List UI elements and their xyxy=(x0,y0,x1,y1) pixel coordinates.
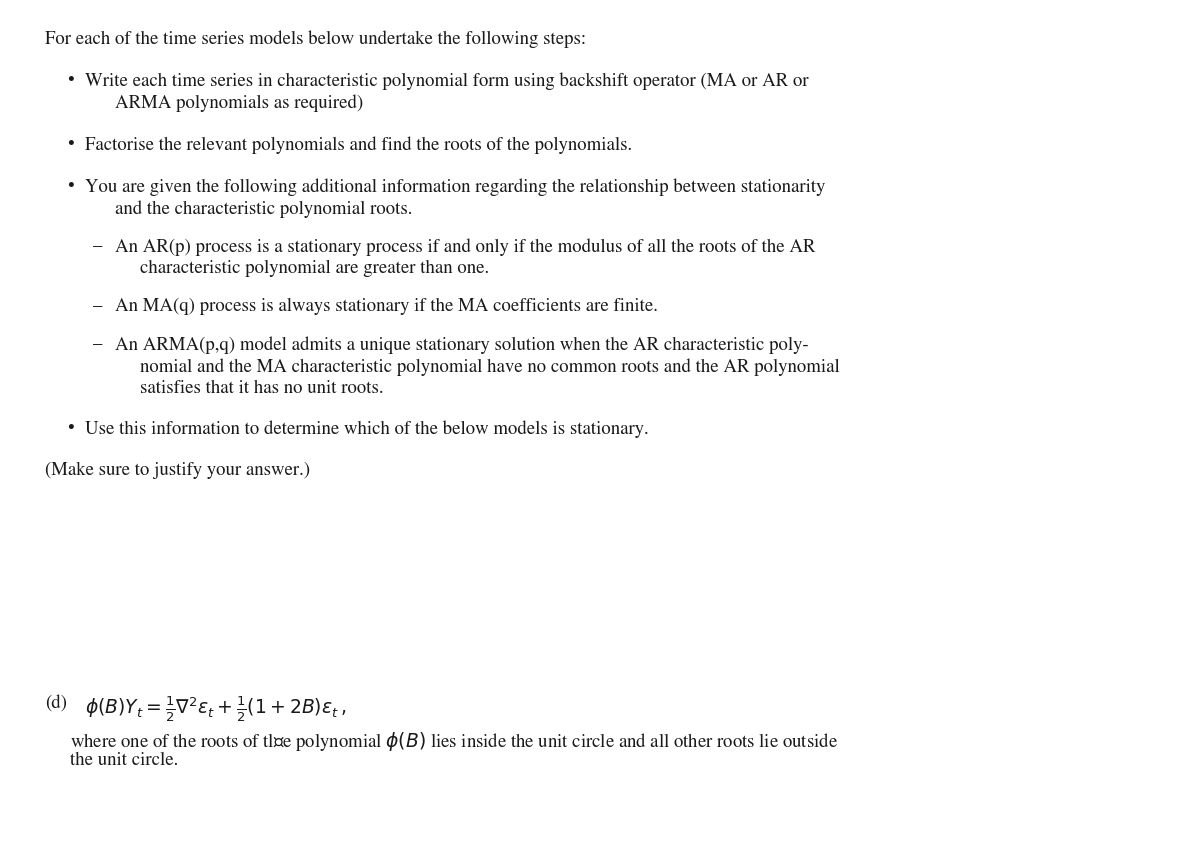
Text: characteristic polynomial are greater than one.: characteristic polynomial are greater th… xyxy=(140,260,490,277)
Text: An AR(p) process is a stationary process if and only if the modulus of all the r: An AR(p) process is a stationary process… xyxy=(115,238,816,255)
Text: An ARMA(p,q) model admits a unique stationary solution when the AR characteristi: An ARMA(p,q) model admits a unique stati… xyxy=(115,336,809,354)
Text: the unit circle.: the unit circle. xyxy=(70,752,179,769)
Text: –: – xyxy=(94,298,102,315)
Text: –: – xyxy=(94,238,102,255)
Text: For each of the time series models below undertake the following steps:: For each of the time series models below… xyxy=(46,30,586,48)
Text: and the characteristic polynomial roots.: and the characteristic polynomial roots. xyxy=(115,200,413,217)
Text: where one of the roots of tl e polynomial $\phi(B)$ lies inside the unit circle : where one of the roots of tl e polynomia… xyxy=(70,730,838,753)
Text: •: • xyxy=(67,137,73,148)
Text: Use this information to determine which of the below models is stationary.: Use this information to determine which … xyxy=(85,420,649,438)
Text: Write each time series in characteristic polynomial form using backshift operato: Write each time series in characteristic… xyxy=(85,72,809,89)
Text: –: – xyxy=(94,336,102,353)
Text: satisfies that it has no unit roots.: satisfies that it has no unit roots. xyxy=(140,380,384,397)
Text: •: • xyxy=(67,73,73,85)
Text: •: • xyxy=(67,421,73,432)
Text: nomial and the MA characteristic polynomial have no common roots and the AR poly: nomial and the MA characteristic polynom… xyxy=(140,358,840,376)
Text: ARMA polynomials as required): ARMA polynomials as required) xyxy=(115,94,364,111)
Text: You are given the following additional information regarding the relationship be: You are given the following additional i… xyxy=(85,178,826,196)
Text: $\phi(B)Y_t = \frac{1}{2}\nabla^2\epsilon_t + \frac{1}{2}(1+2B)\epsilon_t\,,$: $\phi(B)Y_t = \frac{1}{2}\nabla^2\epsilo… xyxy=(85,695,347,724)
Text: (d): (d) xyxy=(46,695,67,712)
Text: •: • xyxy=(67,179,73,191)
Text: Factorise the relevant polynomials and find the roots of the polynomials.: Factorise the relevant polynomials and f… xyxy=(85,136,632,153)
Text: (Make sure to justify your answer.): (Make sure to justify your answer.) xyxy=(46,462,310,479)
Text: An MA(q) process is always stationary if the MA coefficients are finite.: An MA(q) process is always stationary if… xyxy=(115,298,658,315)
